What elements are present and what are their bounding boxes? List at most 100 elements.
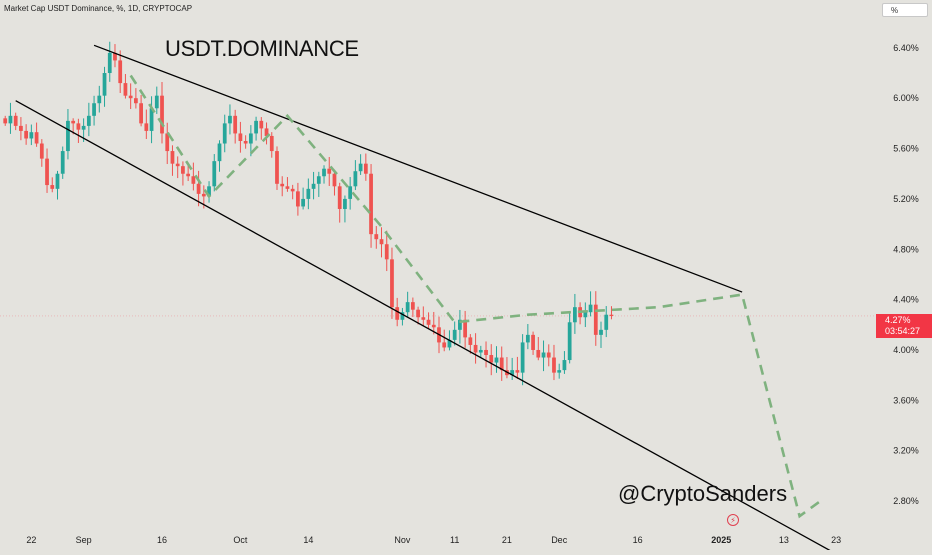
candle-body (181, 166, 185, 174)
candle-body (228, 115, 232, 124)
candle-body (97, 95, 102, 104)
candle-body (431, 324, 436, 328)
candle-body (76, 123, 81, 130)
x-tick-label: 13 (779, 535, 789, 545)
candle-body (191, 176, 196, 184)
candle-body (473, 344, 478, 353)
candle-body (363, 163, 368, 174)
candle-body (332, 173, 337, 187)
candle-body (170, 151, 175, 164)
x-tick-label: 16 (157, 535, 167, 545)
x-tick-label: Dec (551, 535, 568, 545)
candle-body (416, 309, 420, 318)
candle-body (463, 319, 468, 338)
candle-body (468, 337, 473, 345)
chart-title-annotation: USDT.DOMINANCE (165, 36, 359, 61)
y-tick-label: 5.60% (893, 144, 919, 154)
candle-body (452, 329, 457, 340)
candle-body (316, 176, 321, 184)
candle-body (133, 98, 138, 104)
x-tick-label: 11 (450, 535, 459, 545)
candle-body (557, 370, 562, 373)
candle-body (66, 120, 70, 152)
candle-body (322, 168, 326, 177)
x-tick-label: 14 (303, 535, 313, 545)
candle-body (254, 120, 258, 134)
candle-body (259, 120, 264, 129)
candle-body (243, 140, 248, 144)
candle-body (562, 360, 567, 371)
candle-body (165, 133, 170, 152)
x-tick-label: Oct (233, 535, 248, 545)
x-tick-label: Nov (394, 535, 411, 545)
candle-body (212, 161, 217, 187)
candle-body (379, 239, 384, 245)
candle-body (405, 302, 410, 313)
x-tick-label: Sep (76, 535, 92, 545)
y-tick-label: 4.00% (893, 345, 919, 355)
candle-body (421, 317, 426, 320)
y-tick-label: 3.20% (893, 446, 919, 456)
candle-body (306, 188, 311, 199)
projection (129, 74, 822, 519)
candle-body (494, 357, 499, 363)
candle-body (609, 314, 614, 316)
candle-body (426, 319, 431, 325)
candle-body (395, 307, 400, 320)
candle-body (348, 186, 353, 199)
candle-body (358, 163, 363, 172)
candle-body (186, 173, 191, 177)
candle-body (400, 312, 405, 320)
candle-body (160, 95, 164, 134)
candle-body (19, 125, 23, 131)
candle-body (442, 342, 447, 348)
projection-path (129, 74, 822, 519)
author-watermark: @CryptoSanders (618, 481, 788, 506)
y-tick-label: 3.60% (893, 395, 919, 405)
candle-body (275, 151, 279, 184)
candle-body (207, 186, 211, 197)
x-tick-label: 2025 (711, 535, 731, 545)
candle-body (531, 334, 535, 350)
last-price-value: 4.27% (885, 315, 911, 325)
candle-body (123, 83, 128, 96)
candle-body (102, 73, 107, 96)
candle-body (499, 357, 504, 371)
candles (3, 41, 614, 386)
trendline-upper-resistance (93, 44, 743, 293)
x-tick-label: 22 (26, 535, 36, 545)
candle-body (55, 173, 60, 189)
candle-body (604, 314, 609, 330)
trendlines (15, 44, 837, 555)
tradingview-logo-icon[interactable]: ⚡ (727, 514, 739, 526)
y-tick-label: 4.40% (893, 295, 919, 305)
candle-body (337, 186, 342, 209)
candle-body (248, 133, 253, 144)
candle-body (217, 143, 222, 162)
candle-body (113, 52, 117, 61)
candle-body (599, 329, 603, 335)
candle-body (60, 151, 65, 174)
candle-body (374, 234, 379, 240)
candle-body (572, 307, 577, 323)
candle-body (567, 322, 572, 361)
candle-body (280, 183, 285, 187)
candle-body (81, 125, 86, 130)
y-tick-label: 4.80% (893, 244, 919, 254)
y-tick-label: 6.00% (893, 93, 919, 103)
candle-body (201, 193, 206, 197)
candle-body (264, 128, 269, 136)
candle-body (238, 133, 243, 141)
candle-body (327, 168, 332, 174)
y-tick-label: 5.20% (893, 194, 919, 204)
candle-body (175, 163, 180, 167)
symbol-info: Market Cap USDT Dominance, %, 1D, CRYPTO… (4, 4, 193, 13)
trendline-lower-support (15, 100, 837, 555)
percent-scale-button[interactable]: % (882, 3, 928, 17)
candle-body (478, 349, 483, 353)
x-axis: 22 Sep 16 Oct 14 Nov 11 21 Dec 16 2025 13 23 (26, 535, 841, 545)
candle-body (118, 60, 123, 84)
y-tick-label: 6.40% (893, 43, 919, 53)
